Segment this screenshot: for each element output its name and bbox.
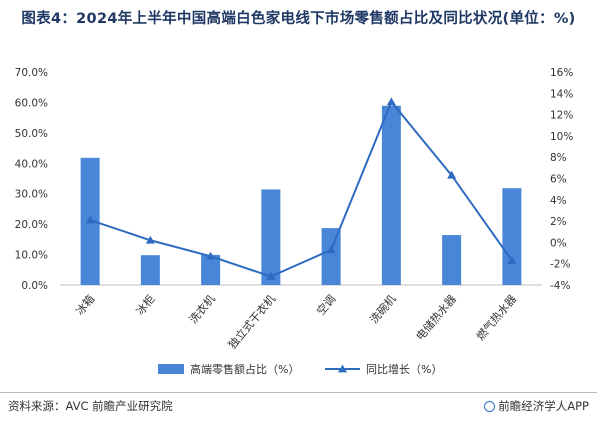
- brand-credit: 前瞻经济学人APP: [484, 398, 589, 414]
- footer-divider: [0, 392, 597, 393]
- x-tick-label: 电储热水器: [413, 292, 459, 343]
- y-right-tick-label: 10%: [550, 131, 573, 143]
- y-left-tick-label: 10.0%: [15, 250, 48, 262]
- growth-point-8: [507, 256, 517, 264]
- y-right-tick-label: 6%: [550, 174, 567, 186]
- y-left-tick-label: 20.0%: [15, 219, 48, 231]
- y-right-tick-label: -4%: [550, 280, 570, 292]
- y-right-tick-label: 2%: [550, 216, 567, 228]
- y-right-tick-label: 12%: [550, 110, 573, 122]
- legend-bar-swatch: [158, 364, 184, 374]
- x-tick-label: 燃气热水器: [473, 292, 519, 343]
- x-tick-label: 空调: [314, 292, 339, 318]
- legend-bar-label: 高端零售额占比（%）: [190, 362, 299, 376]
- bar-2: [140, 255, 160, 285]
- y-left-tick-label: 0.0%: [21, 280, 48, 292]
- bar-7: [442, 235, 462, 285]
- bar-4: [261, 189, 281, 285]
- bar-8: [502, 188, 522, 285]
- growth-point-6: [386, 97, 396, 106]
- brand-logo-icon: [484, 401, 496, 412]
- growth-point-2: [145, 235, 155, 244]
- y-left-tick-label: 60.0%: [15, 97, 48, 109]
- bar-5: [321, 228, 341, 285]
- x-tick-label: 冰箱: [73, 292, 98, 318]
- y-right-tick-label: 4%: [550, 195, 567, 207]
- legend-line-label: 同比增长（%）: [366, 362, 442, 376]
- x-tick-label: 洗衣机: [186, 292, 218, 326]
- x-tick-label: 洗碗机: [367, 292, 399, 326]
- y-right-tick-label: 16%: [550, 67, 573, 79]
- growth-point-5: [326, 245, 336, 254]
- y-left-tick-label: 70.0%: [15, 67, 48, 79]
- growth-line: [89, 99, 513, 278]
- y-left-tick-label: 50.0%: [15, 128, 48, 140]
- y-left-tick-label: 30.0%: [15, 189, 48, 201]
- growth-point-1: [85, 215, 95, 224]
- y-right-tick-label: 8%: [550, 152, 567, 164]
- legend-line-marker: [338, 364, 347, 373]
- brand-name: 前瞻经济学人APP: [498, 399, 589, 413]
- growth-point-4: [266, 271, 276, 280]
- growth-point-7: [447, 170, 457, 179]
- x-tick-label: 冰柜: [134, 293, 158, 318]
- bar-6: [381, 105, 401, 285]
- y-right-tick-label: 14%: [550, 88, 573, 100]
- y-right-tick-label: -2%: [550, 259, 570, 271]
- source-note: 资料来源：AVC 前瞻产业研究院: [8, 399, 173, 413]
- chart-title: 图表4：2024年上半年中国高端白色家电线下市场零售额占比及同比状况(单位：%): [21, 11, 576, 27]
- growth-point-3: [206, 251, 216, 260]
- x-tick-label: 独立式干衣机: [225, 292, 278, 352]
- y-right-tick-label: 0%: [550, 237, 567, 249]
- y-left-tick-label: 40.0%: [15, 158, 48, 170]
- bar-3: [201, 254, 221, 285]
